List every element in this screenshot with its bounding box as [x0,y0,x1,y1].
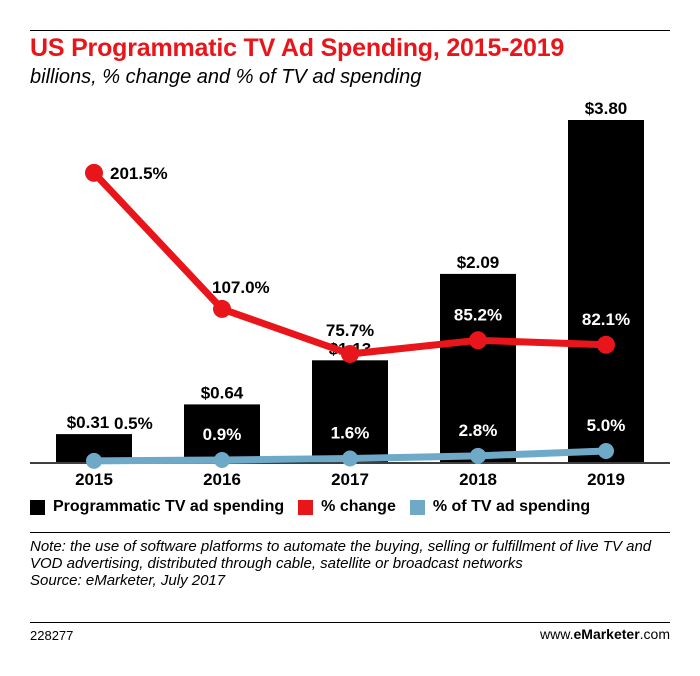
share-point-2015 [86,452,102,469]
change-label-2017: 75.7% [326,321,374,340]
chart-subtitle: billions, % change and % of TV ad spendi… [30,66,422,88]
legend-swatch-change [298,499,314,515]
legend-item-share: % of TV ad spending [409,498,591,516]
chart-title: US Programmatic TV Ad Spending, 2015-201… [30,34,565,62]
change-label-2019: 82.1% [582,310,630,329]
note-divider [30,532,670,533]
legend-label-change: % change [321,498,396,515]
change-point-2017 [341,344,359,363]
top-rule [30,30,670,31]
share-label-2017: 1.6% [331,423,370,442]
x-tick-label-2018: 2018 [459,470,497,489]
bar-label-2015: $0.31 [67,413,110,432]
bar-label-2019: $3.80 [585,99,628,118]
bar-label-2016: $0.64 [201,383,244,402]
brand-suffix: .com [639,626,670,642]
change-label-2016: 107.0% [212,278,270,297]
bar-label-2018: $2.09 [457,253,500,272]
legend-label-spending: Programmatic TV ad spending [53,498,285,515]
chart-plot: $0.31$0.64$1.13$2.09$3.80201.5%107.0%75.… [30,99,670,489]
change-point-2016 [213,299,231,318]
share-label-2018: 2.8% [459,421,498,440]
legend-swatch-share [409,499,425,515]
bar-2019 [568,120,644,462]
chart-id: 228277 [30,628,74,643]
x-tick-label-2017: 2017 [331,470,369,489]
share-point-2018 [470,447,486,464]
share-label-2019: 5.0% [587,416,626,435]
share-point-2019 [598,443,614,459]
change-label-2015: 201.5% [110,164,168,183]
legend-item-change: % change [298,498,396,516]
brand-prefix: www. [540,626,574,642]
legend-item-spending: Programmatic TV ad spending [30,498,284,516]
brand-name: eMarketer [573,626,640,642]
bar-2018 [440,273,516,462]
change-label-2018: 85.2% [454,305,502,324]
legend-label-share: % of TV ad spending [432,498,591,515]
brand-link[interactable]: www.eMarketer.com [540,626,670,642]
share-point-2016 [214,452,230,469]
share-point-2017 [342,450,358,467]
change-point-2018 [469,331,487,350]
share-label-2015: 0.5% [114,414,153,433]
source-text: Source: eMarketer, July 2017 [30,572,226,589]
legend: Programmatic TV ad spending % change % o… [30,498,590,516]
x-tick-label-2019: 2019 [587,470,625,489]
note-text: Note: the use of software platforms to a… [30,538,652,572]
x-tick-label-2016: 2016 [203,470,241,489]
share-label-2016: 0.9% [203,425,242,444]
note-block: Note: the use of software platforms to a… [30,538,675,589]
legend-swatch-spending [30,499,45,515]
footer-divider [30,622,670,623]
change-point-2015 [85,163,103,182]
change-point-2019 [597,335,615,354]
x-tick-label-2015: 2015 [75,470,113,489]
bar-2017 [312,360,388,462]
